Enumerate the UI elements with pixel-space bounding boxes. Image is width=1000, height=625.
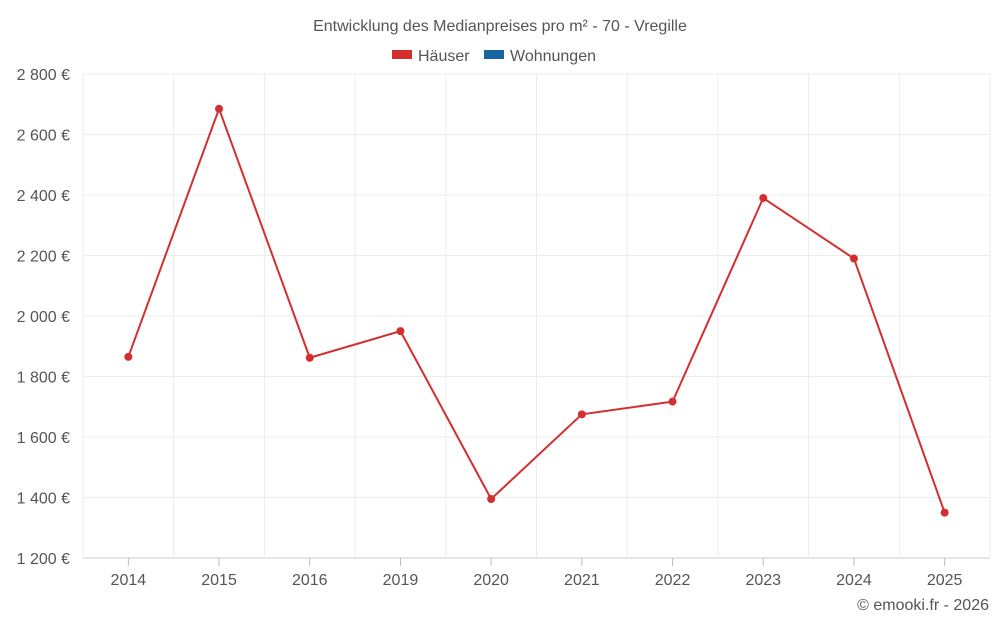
data-point-haeuser[interactable] (215, 104, 224, 113)
credit-text: © emooki.fr - 2026 (857, 597, 989, 614)
data-point-haeuser[interactable] (577, 410, 586, 419)
series-line-haeuser (127, 107, 946, 513)
y-tick-label: 1 800 € (17, 370, 70, 387)
data-point-haeuser[interactable] (668, 397, 677, 406)
x-tick-label: 2019 (383, 572, 419, 589)
axes: 1 200 € 1 400 € 1 600 € 1 800 € 2 000 € 2 200… (17, 67, 963, 589)
y-tick-label: 2 800 € (17, 67, 70, 84)
data-point-haeuser[interactable] (759, 194, 768, 203)
x-tick-label: 2025 (927, 572, 963, 589)
legend: Häuser Wohnungen (392, 48, 596, 65)
data-point-haeuser[interactable] (487, 495, 496, 504)
data-point-haeuser[interactable] (124, 352, 133, 361)
data-point-haeuser[interactable] (849, 254, 858, 263)
legend-label-haeuser[interactable]: Häuser (418, 48, 470, 65)
legend-item-wohnungen[interactable]: Wohnungen (484, 48, 596, 65)
chart-title: Entwicklung des Medianpreises pro m² - 7… (313, 18, 687, 35)
y-tick-label: 1 400 € (17, 491, 70, 508)
x-tick-label: 2016 (292, 572, 328, 589)
x-tick-label: 2023 (745, 572, 781, 589)
grid (82, 73, 991, 559)
y-tick-label: 2 000 € (17, 309, 70, 326)
data-point-haeuser[interactable] (305, 353, 314, 362)
x-tick-label: 2020 (473, 572, 509, 589)
y-tick-label: 2 400 € (17, 188, 70, 205)
data-point-haeuser[interactable] (396, 327, 405, 336)
x-tick-label: 2024 (836, 572, 872, 589)
y-tick-label: 2 200 € (17, 249, 70, 266)
y-tick-label: 1 200 € (17, 551, 70, 568)
legend-swatch-haeuser (392, 50, 412, 59)
x-tick-label: 2015 (201, 572, 237, 589)
x-tick-label: 2022 (655, 572, 691, 589)
legend-label-wohnungen[interactable]: Wohnungen (510, 48, 596, 65)
y-tick-label: 2 600 € (17, 128, 70, 145)
data-point-haeuser[interactable] (940, 508, 949, 517)
x-tick-label: 2021 (564, 572, 600, 589)
y-tick-label: 1 600 € (17, 430, 70, 447)
series-haeuser (124, 104, 949, 517)
legend-item-haeuser[interactable]: Häuser (392, 48, 470, 65)
legend-swatch-wohnungen (484, 50, 504, 59)
x-tick-label: 2014 (111, 572, 147, 589)
